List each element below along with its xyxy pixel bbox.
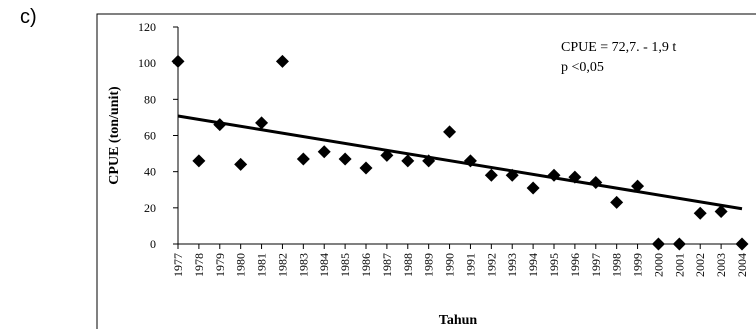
data-points	[171, 54, 749, 251]
data-point	[380, 148, 394, 162]
x-axis: 1977 1978 1979 1980 1981 1982 1983 1984 1985 1986…	[171, 243, 749, 277]
x-tick-label: 1986	[359, 253, 373, 277]
data-point	[192, 154, 206, 168]
x-tick-label: 1983	[296, 253, 310, 277]
regression-equation: CPUE = 72,7. - 1,9 t	[561, 40, 676, 55]
y-tick-label: 80	[144, 92, 156, 106]
y-axis: 0 20 40 60 80 100 120	[138, 20, 179, 251]
x-tick-label: 2004	[735, 253, 749, 277]
data-point	[422, 154, 436, 168]
y-axis-title: CPUE (ton/unit)	[107, 86, 122, 185]
x-tick-label: 1989	[422, 253, 436, 277]
data-point	[255, 116, 269, 130]
panel-label: c)	[20, 6, 37, 28]
x-tick-label: 1996	[568, 253, 582, 277]
data-point	[672, 237, 686, 251]
x-tick-label: 1982	[275, 253, 289, 277]
x-tick-label: 1992	[484, 253, 498, 277]
data-point	[714, 204, 728, 218]
x-tick-label: 1988	[401, 253, 415, 277]
data-point	[443, 125, 457, 139]
x-tick-label: 2002	[693, 253, 707, 277]
x-tick-label: 1991	[463, 253, 477, 277]
x-tick-label: 1980	[234, 253, 248, 277]
data-point	[401, 154, 415, 168]
x-tick-label: 1977	[171, 253, 185, 277]
data-point	[234, 157, 248, 171]
x-tick-label: 1984	[317, 253, 331, 277]
y-tick-label: 120	[138, 20, 156, 34]
y-tick-label: 60	[144, 129, 156, 143]
x-tick-label: 1987	[380, 253, 394, 277]
y-tick-label: 100	[138, 56, 156, 70]
data-point	[338, 152, 352, 166]
x-tick-label: 1999	[631, 253, 645, 277]
x-tick-label: 1997	[589, 253, 603, 277]
data-point	[359, 161, 373, 175]
p-value-label: p <0,05	[561, 60, 604, 75]
y-tick-label: 20	[144, 201, 156, 215]
data-point	[171, 54, 185, 68]
x-tick-label: 1998	[610, 253, 624, 277]
data-point	[589, 176, 603, 190]
data-point	[526, 181, 540, 195]
x-tick-label: 2000	[651, 253, 665, 277]
x-tick-label: 1995	[547, 253, 561, 277]
data-point	[317, 145, 331, 159]
data-point	[484, 168, 498, 182]
chart-frame	[96, 13, 756, 329]
data-point	[631, 179, 645, 193]
data-point	[651, 237, 665, 251]
x-tick-label: 2001	[672, 253, 686, 277]
x-tick-label: 2003	[714, 253, 728, 277]
data-point	[463, 154, 477, 168]
data-point	[610, 195, 624, 209]
data-point	[275, 54, 289, 68]
x-tick-label: 1990	[443, 253, 457, 277]
trendline-path	[177, 114, 743, 211]
data-point	[547, 168, 561, 182]
data-point	[505, 168, 519, 182]
data-point	[735, 237, 749, 251]
data-point	[213, 118, 227, 132]
x-tick-label: 1993	[505, 253, 519, 277]
x-tick-label: 1979	[213, 253, 227, 277]
x-tick-label: 1978	[192, 253, 206, 277]
x-axis-title: Tahun	[439, 313, 478, 328]
x-tick-label: 1985	[338, 253, 352, 277]
x-tick-label: 1981	[255, 253, 269, 277]
y-tick-label: 0	[150, 237, 156, 251]
trendline	[177, 114, 743, 211]
y-tick-label: 40	[144, 165, 156, 179]
x-tick-label: 1994	[526, 253, 540, 277]
data-point	[568, 170, 582, 184]
data-point	[693, 206, 707, 220]
data-point	[296, 152, 310, 166]
